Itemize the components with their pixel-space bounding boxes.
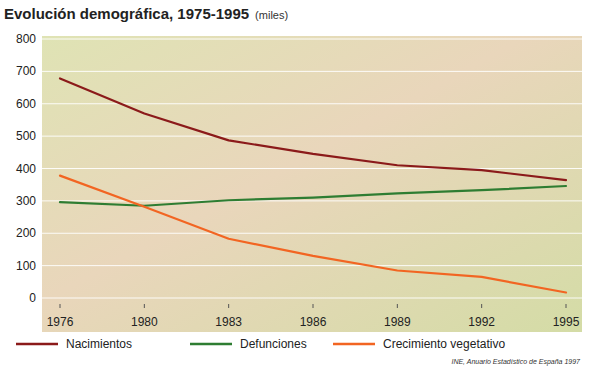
x-tick <box>397 304 398 308</box>
grid-line <box>42 168 582 169</box>
y-tick-label: 200 <box>16 226 36 240</box>
legend-label: Crecimiento vegetativo <box>383 337 505 351</box>
legend-swatch <box>190 343 232 346</box>
x-tick-label: 1992 <box>468 315 495 329</box>
legend-swatch <box>333 343 375 346</box>
legend-swatch <box>16 343 58 346</box>
y-tick-label: 600 <box>16 97 36 111</box>
y-tick-label: 0 <box>29 291 36 305</box>
plot-area <box>60 78 566 292</box>
grid-line <box>42 39 582 40</box>
x-tick-label: 1983 <box>215 315 242 329</box>
grid-line <box>42 71 582 72</box>
series-line <box>60 176 566 293</box>
x-tick-label: 1980 <box>131 315 158 329</box>
x-tick <box>60 304 61 308</box>
source-note: INE, Anuario Estadístico de España 1997 <box>451 358 581 366</box>
x-tick <box>481 304 482 308</box>
y-tick-label: 400 <box>16 162 36 176</box>
plot-background <box>42 36 582 332</box>
x-tick <box>228 304 229 308</box>
series-line <box>60 78 566 180</box>
grid-line <box>42 265 582 266</box>
grid-line <box>42 298 582 299</box>
x-tick-label: 1986 <box>300 315 327 329</box>
chart-svg: 0 100 200 300 400 500 600 700 800 1976 1980 1983 198… <box>0 0 596 378</box>
legend-label: Nacimientos <box>66 337 132 351</box>
y-tick-label: 300 <box>16 194 36 208</box>
grid-line <box>42 200 582 201</box>
grid-line <box>42 233 582 234</box>
chart-subtitle: (miles) <box>255 9 288 21</box>
y-tick-label: 100 <box>16 259 36 273</box>
x-tick-label: 1976 <box>47 315 74 329</box>
y-tick-label: 800 <box>16 32 36 46</box>
chart-title: Evolución demográfica, 1975-1995 <box>4 5 249 22</box>
y-tick-label: 500 <box>16 129 36 143</box>
x-tick <box>144 304 145 308</box>
x-tick-label: 1995 <box>553 315 580 329</box>
grid-line <box>42 136 582 137</box>
y-tick-label: 700 <box>16 64 36 78</box>
x-tick-label: 1989 <box>384 315 411 329</box>
legend-label: Defunciones <box>240 337 307 351</box>
x-tick <box>566 304 567 308</box>
chart-container: 0 100 200 300 400 500 600 700 800 1976 1980 1983 198… <box>0 0 596 378</box>
x-tick <box>313 304 314 308</box>
